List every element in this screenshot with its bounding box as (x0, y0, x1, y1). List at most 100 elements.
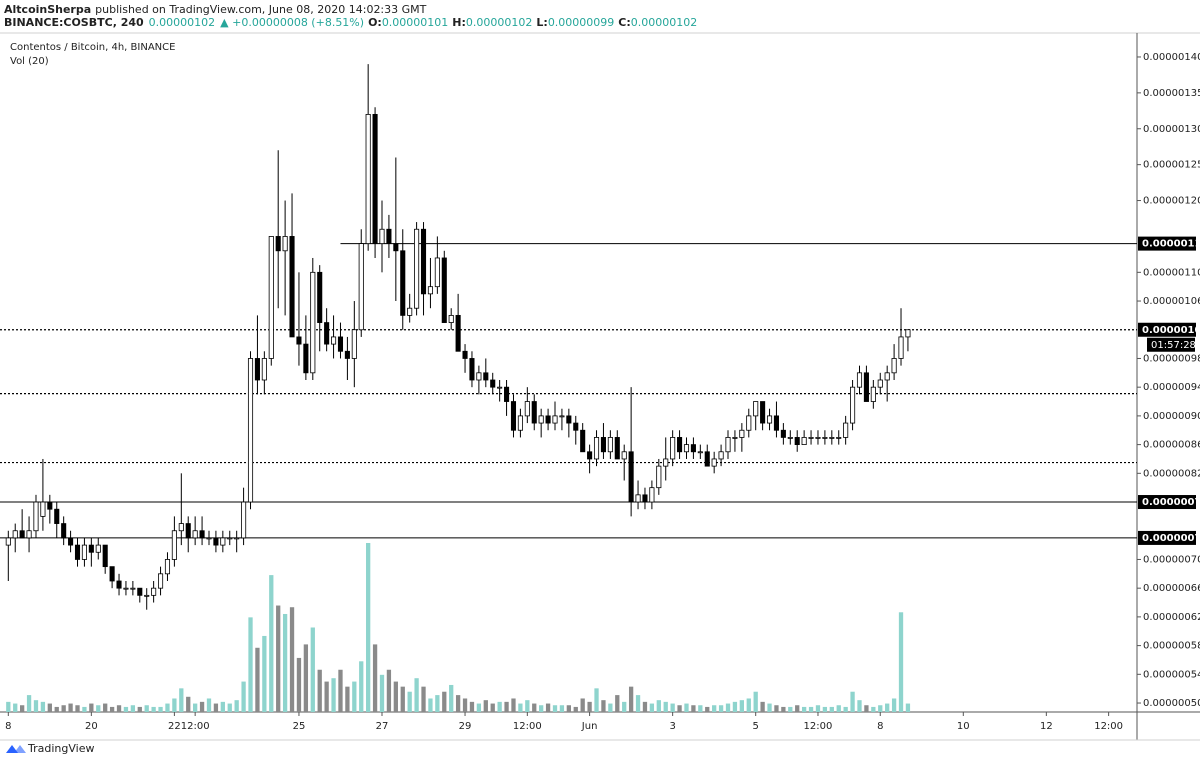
candle-body (490, 379, 496, 388)
candle-body (573, 422, 579, 431)
x-tick-label: 8 (5, 721, 11, 732)
volume-bar (338, 669, 343, 712)
candle-body (476, 372, 482, 381)
x-tick-label: 8 (877, 721, 883, 732)
candle-body (856, 372, 863, 388)
volume-bar (123, 706, 129, 712)
candle-body (123, 587, 129, 590)
candle-body (303, 343, 309, 374)
volume-bar (656, 700, 661, 712)
volume-bar (366, 543, 371, 712)
volume-bar (289, 607, 295, 712)
candle-body (88, 544, 94, 553)
volume-bar (705, 706, 710, 712)
volume-bar (47, 703, 52, 712)
candle-body (365, 113, 371, 245)
y-tick-label: 0.00000130 (1143, 124, 1200, 135)
ohlc-value: 0.00000102 (631, 16, 697, 29)
volume-bar (435, 695, 440, 712)
candle-body (254, 358, 260, 381)
candle-body (677, 437, 683, 453)
candle-body (545, 415, 551, 424)
candle-body (891, 358, 897, 374)
x-tick-label: 5 (753, 721, 759, 732)
y-tick-label: 0.00000106 (1143, 296, 1200, 307)
candle-body (690, 444, 696, 453)
volume-bar (801, 706, 807, 712)
volume-bar (359, 661, 364, 712)
candle-body (47, 501, 53, 510)
volume-bar (677, 705, 682, 712)
volume-bar (442, 691, 447, 712)
candle-body (158, 573, 164, 589)
y-tick-label: 0.00000058 (1143, 641, 1200, 652)
level-label: 0.00000114 (1142, 239, 1200, 250)
volume-bar (172, 698, 177, 712)
volume-bar (89, 703, 94, 712)
volume-bar (421, 686, 426, 712)
candle-body (448, 314, 454, 323)
volume-bar (601, 700, 606, 712)
candle-body (607, 437, 613, 453)
volume-bar (622, 701, 627, 712)
volume-bar (594, 688, 599, 712)
volume-bar (303, 644, 309, 712)
candle-body (95, 544, 101, 553)
volume-bar (587, 701, 592, 712)
volume-bar (262, 635, 267, 712)
y-tick-label: 0.00000125 (1143, 160, 1200, 171)
y-tick-label: 0.00000135 (1143, 88, 1200, 99)
candle-body (822, 437, 828, 439)
candle-body (621, 451, 627, 460)
volume-bar (885, 703, 890, 712)
volume-bar (310, 627, 315, 712)
candle-body (884, 372, 890, 381)
volume-bar (54, 706, 59, 712)
volume-bar (788, 706, 793, 712)
candle-body (656, 465, 662, 489)
candle-body (324, 322, 330, 345)
volume-bar (878, 705, 883, 712)
candle-body (268, 236, 274, 359)
candle-body (102, 544, 108, 568)
candle-body (870, 386, 876, 402)
volume-bar (137, 706, 142, 712)
volume-bar (871, 706, 876, 712)
candle-body (510, 401, 517, 431)
candle-body (26, 530, 32, 539)
candle-body (552, 415, 558, 424)
volume-bar (220, 701, 225, 712)
candle-body (517, 415, 523, 431)
volume-bar (836, 705, 841, 712)
candle-body (531, 401, 537, 424)
candle-body (331, 336, 337, 345)
volume-bar (746, 698, 751, 712)
volume-bar (525, 700, 530, 712)
x-tick-label: 12 (1040, 721, 1053, 732)
volume-bar (808, 706, 814, 712)
y-tick-label: 0.00000070 (1143, 554, 1200, 565)
volume-bar (566, 705, 571, 712)
volume-bar (352, 681, 357, 712)
candle-body (704, 451, 710, 467)
candle-body (718, 451, 724, 460)
candle-body (593, 437, 600, 460)
volume-bar (843, 706, 848, 712)
candle-body (863, 372, 869, 402)
y-tick-label: 0.00000140 (1143, 52, 1200, 63)
candle-body (137, 587, 143, 596)
volume-bar (296, 657, 302, 712)
footer: TradingView (27, 742, 94, 755)
volume-bar (75, 705, 80, 712)
volume-bar (712, 705, 717, 712)
candle-body (310, 271, 316, 374)
volume-bar (324, 681, 329, 712)
volume-bar (193, 703, 198, 712)
volume-bar (379, 674, 385, 712)
volume-bar (372, 644, 378, 712)
volume-bar (864, 705, 869, 712)
volume-bar (186, 696, 191, 712)
volume-bar (857, 700, 862, 712)
volume-bar (795, 705, 800, 712)
